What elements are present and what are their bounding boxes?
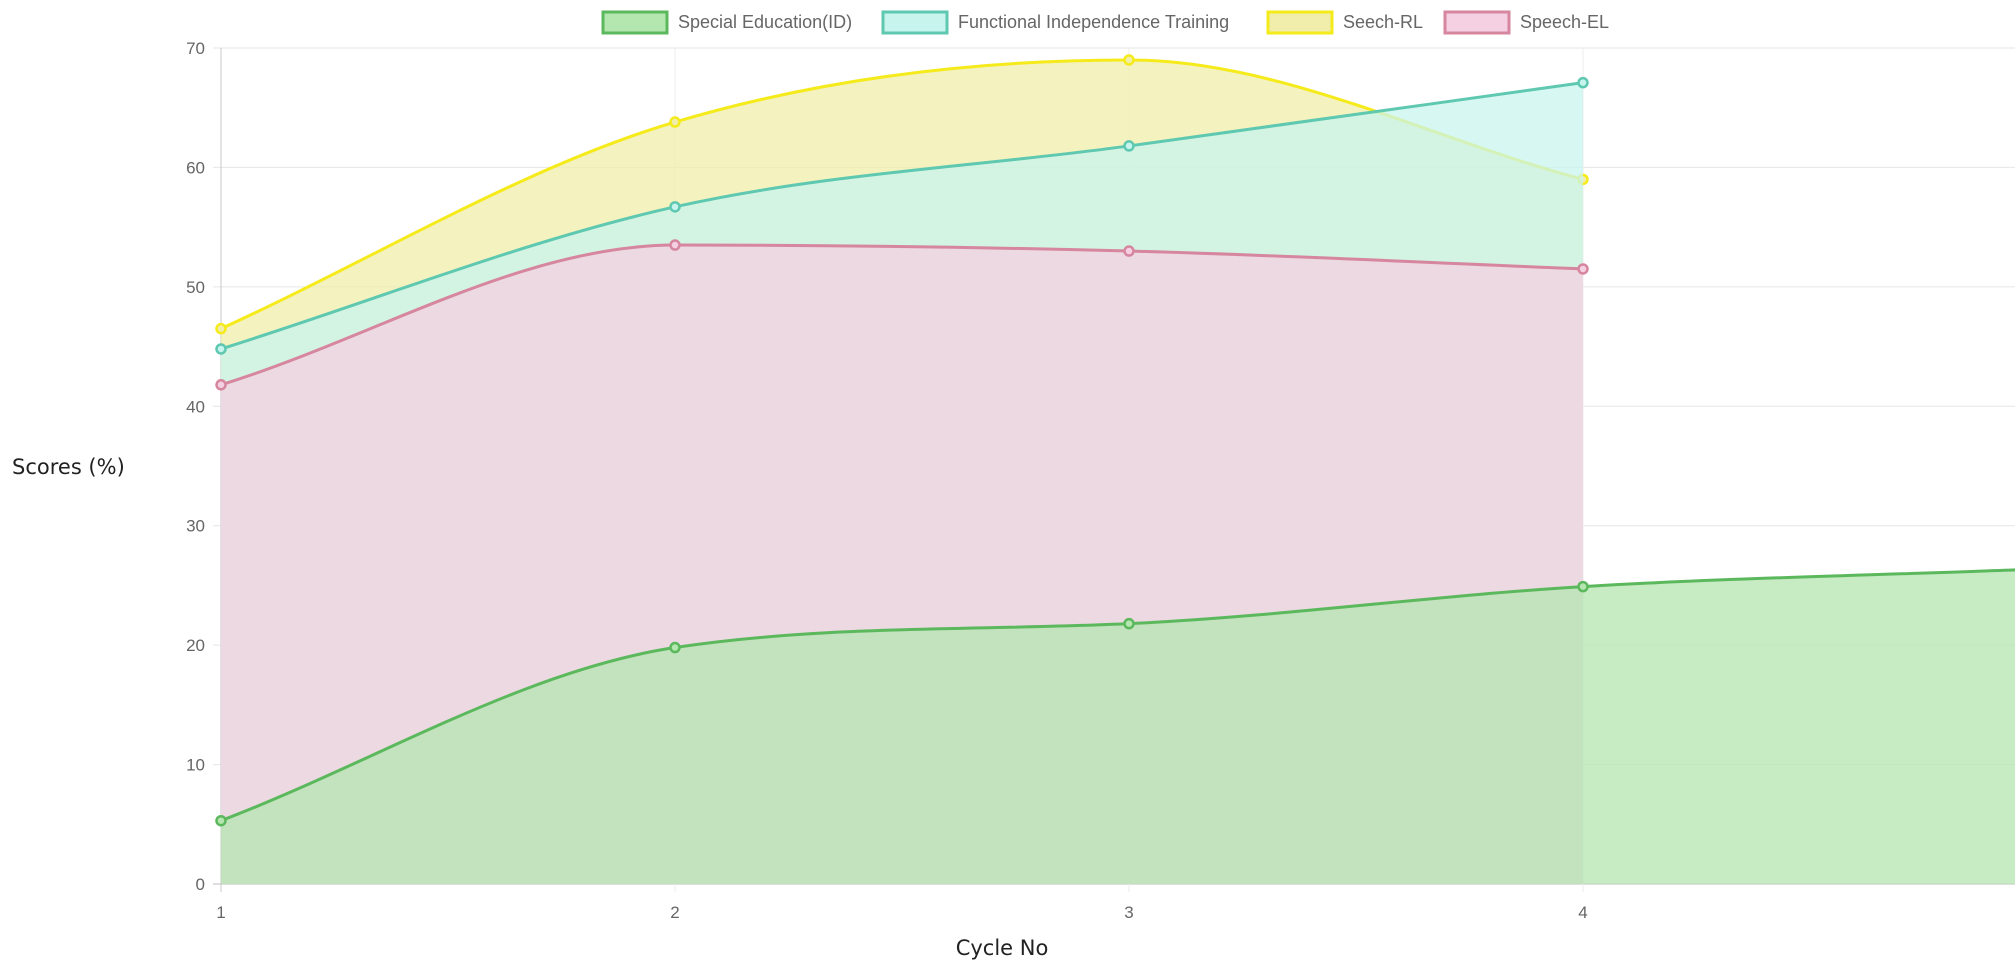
axes: 0 10 20 30 40 50 60 70 1 2 3 4 <box>186 39 1588 922</box>
y-axis-title: Scores (%) <box>12 455 125 479</box>
data-point <box>215 814 227 827</box>
data-point <box>1577 263 1589 275</box>
data-point <box>1577 580 1589 593</box>
series-line <box>220 81 1584 351</box>
plot-area <box>215 54 2015 885</box>
data-point <box>669 201 681 213</box>
data-point <box>1123 245 1135 257</box>
data-point <box>215 379 227 391</box>
y-tick-label: 30 <box>186 517 205 536</box>
x-tick-label: 2 <box>670 903 679 922</box>
data-point <box>669 641 681 654</box>
data-point <box>1123 54 1135 66</box>
x-axis-title: Cycle No <box>956 936 1049 960</box>
data-point <box>1123 617 1135 630</box>
y-tick-label: 40 <box>186 397 205 416</box>
y-tick-label: 0 <box>196 875 205 894</box>
data-point <box>215 343 227 355</box>
legend-label: Special Education(ID) <box>678 12 852 32</box>
legend: Special Education(ID) Functional Independ… <box>601 10 1609 35</box>
legend-swatch <box>881 10 949 35</box>
data-point <box>669 239 681 251</box>
data-point <box>669 116 681 128</box>
data-point <box>215 322 227 335</box>
x-tick-label: 1 <box>216 903 225 922</box>
y-tick-label: 10 <box>186 756 205 775</box>
y-tick-label: 60 <box>186 158 205 177</box>
y-tick-label: 70 <box>186 39 205 58</box>
data-point <box>1577 76 1589 89</box>
legend-swatch <box>601 10 669 35</box>
series-line <box>220 243 1584 387</box>
legend-label: Functional Independence Training <box>958 12 1229 32</box>
legend-label: Seech-RL <box>1343 12 1423 32</box>
y-tick-label: 50 <box>186 278 205 297</box>
data-point <box>1123 140 1135 152</box>
x-tick-label: 3 <box>1124 903 1133 922</box>
legend-label: Speech-EL <box>1520 12 1609 32</box>
legend-swatch <box>1443 10 1511 35</box>
y-tick-label: 20 <box>186 636 205 655</box>
x-tick-label: 4 <box>1578 903 1587 922</box>
series-line <box>220 58 1584 331</box>
legend-swatch <box>1266 10 1334 35</box>
